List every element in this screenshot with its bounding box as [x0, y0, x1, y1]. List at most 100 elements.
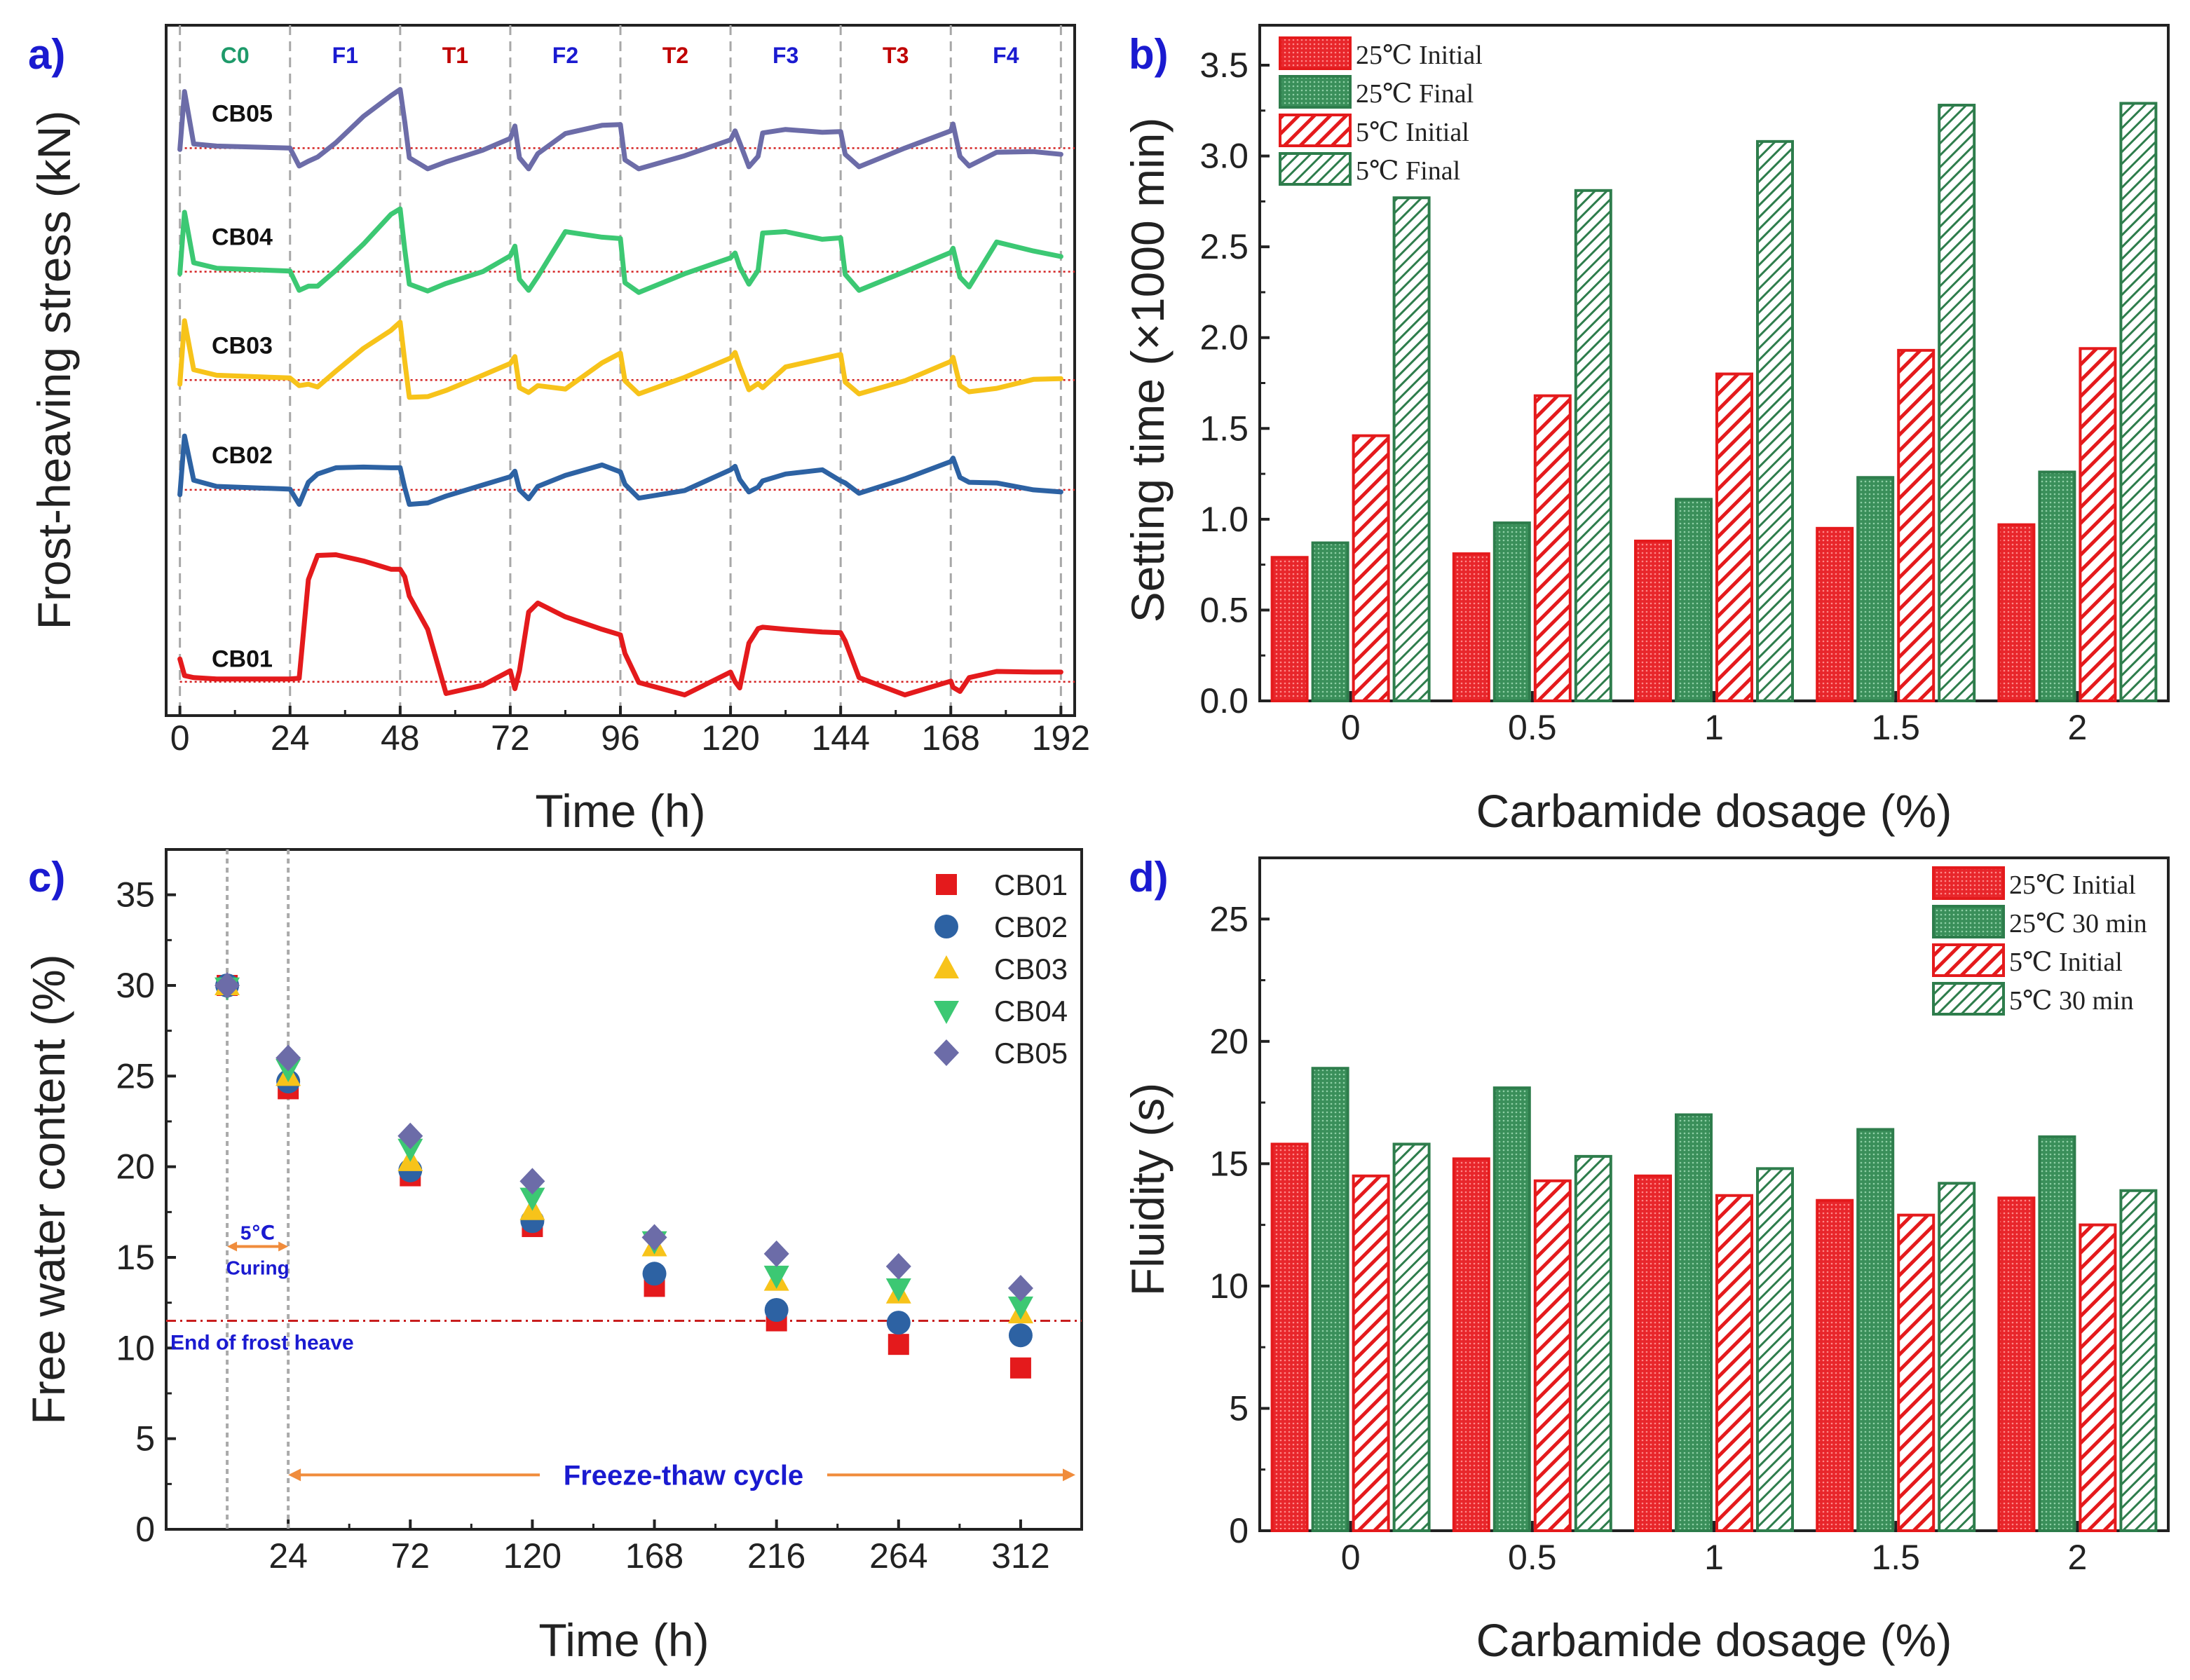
- bar: [1634, 1174, 1672, 1533]
- x-tick-label: 0.5: [1508, 708, 1557, 747]
- point-cb05: [397, 1122, 423, 1149]
- panel-a-baselines: [179, 147, 1075, 683]
- bar: [1675, 498, 1713, 703]
- bar: [2038, 1135, 2076, 1532]
- bar: [1856, 1128, 1895, 1533]
- point-cb05: [885, 1252, 911, 1280]
- legend-label: CB05: [994, 1037, 1068, 1070]
- panel-c-annotations: End of frost heave 5℃ Curing Freeze-thaw cy…: [166, 849, 1082, 1529]
- y-tick-label: 35: [116, 875, 155, 915]
- bar: [1675, 1113, 1713, 1532]
- y-tick-label: 5: [1229, 1388, 1249, 1428]
- panel-b-y-ticks: 0.0 0.5 1.0 1.5 2.0 2.5 3.0 3.5: [1199, 46, 1270, 721]
- bar: [2079, 347, 2117, 702]
- bar: [1756, 1167, 1794, 1532]
- series-line-cb05: [177, 87, 1063, 172]
- bar: [1634, 539, 1672, 702]
- bar: [2038, 470, 2076, 703]
- panel-c-points: [215, 972, 1033, 1379]
- x-tick-label: 48: [381, 718, 420, 758]
- y-tick-label: 10: [1209, 1266, 1249, 1306]
- series-line-cb01: [177, 552, 1063, 697]
- bar: [1270, 1142, 1309, 1533]
- x-tick-label: 2: [2067, 708, 2087, 747]
- panel-c-frame: [165, 848, 1083, 1531]
- x-tick-label: 0.5: [1508, 1538, 1557, 1577]
- point-cb05: [641, 1224, 667, 1251]
- end-of-frost-heave-label: End of frost heave: [170, 1332, 354, 1355]
- bar: [1392, 196, 1431, 702]
- curing-arrow-head-right: [278, 1241, 289, 1252]
- x-tick-label: 0: [170, 718, 190, 758]
- y-tick-label: 5: [135, 1419, 155, 1459]
- x-tick-label: 192: [1032, 718, 1090, 758]
- bar: [1997, 523, 2036, 702]
- x-tick-label: 1: [1704, 1538, 1724, 1577]
- series-label-cb02: CB02: [212, 442, 273, 469]
- phase-label: T2: [662, 43, 688, 68]
- point-cb02: [642, 1262, 667, 1286]
- panel-a-x-ticks: 0 24 48 72 96 120 144 168 192: [170, 706, 1090, 758]
- bar: [1897, 348, 1936, 702]
- x-tick-label: 168: [922, 718, 980, 758]
- panel-a-y-axis-title: Frost-heaving stress (kN): [28, 111, 80, 630]
- bar: [1997, 1196, 2036, 1532]
- phase-label: F4: [993, 43, 1019, 68]
- bar: [1452, 552, 1490, 703]
- point-cb05: [215, 972, 240, 999]
- x-tick-label: 2: [2067, 1538, 2087, 1577]
- bar: [1492, 521, 1531, 703]
- legend-swatch: [1279, 75, 1352, 109]
- bar: [1533, 394, 1572, 702]
- x-tick-label: 264: [869, 1536, 927, 1576]
- x-tick-label: 96: [601, 718, 640, 758]
- y-tick-label: 30: [116, 966, 155, 1005]
- point-cb04: [397, 1138, 423, 1162]
- panel-a-stress-chart: a) C0 F1 T1 F2 T2 F3 T3 F4 CB05 CB04 CB03 CB02 CB01…: [28, 24, 1090, 837]
- bar: [1352, 1174, 1390, 1533]
- point-cb05: [519, 1168, 545, 1195]
- bar: [1311, 1067, 1349, 1532]
- legend-swatch: [1932, 943, 2005, 977]
- panel-d-label: d): [1129, 854, 1169, 901]
- x-tick-label: 120: [701, 718, 759, 758]
- point-cb01: [1009, 1357, 1031, 1379]
- point-cb02: [764, 1298, 789, 1323]
- panel-d-x-ticks: 0 0.5 1 1.5 2: [1341, 1521, 2087, 1577]
- y-tick-label: 0: [1229, 1511, 1249, 1550]
- phase-label: F2: [552, 43, 578, 68]
- series-line-cb03: [177, 318, 1063, 400]
- point-cb05: [276, 1044, 301, 1072]
- legend-swatch: [1932, 905, 2005, 938]
- x-tick-label: 0: [1341, 1538, 1361, 1577]
- bar: [1816, 1198, 1854, 1533]
- legend-swatch: [1932, 982, 2005, 1016]
- bar: [1938, 104, 1976, 703]
- series-label-cb03: CB03: [212, 332, 273, 359]
- point-cb04: [885, 1278, 911, 1302]
- legend-label: CB04: [994, 995, 1068, 1027]
- y-tick-label: 15: [1209, 1144, 1249, 1183]
- curing-label: Curing: [226, 1257, 289, 1278]
- legend-swatch: [1279, 36, 1352, 70]
- point-cb04: [763, 1265, 789, 1289]
- point-cb04: [519, 1187, 545, 1211]
- legend-label: CB03: [994, 952, 1068, 985]
- curing-arrow-head-left: [227, 1241, 238, 1252]
- panel-b-y-axis-title: Setting time (×1000 min): [1122, 118, 1174, 623]
- phase-label: T3: [883, 43, 909, 68]
- freeze-thaw-arrow-head-left: [288, 1468, 301, 1482]
- legend-label: 5℃ Initial: [2009, 948, 2123, 977]
- legend-label: CB02: [994, 910, 1068, 943]
- x-tick-label: 24: [271, 718, 310, 758]
- bar: [1392, 1142, 1431, 1533]
- panel-c-y-ticks: 0 5 10 15 20 25 30 35: [116, 875, 176, 1549]
- y-tick-label: 0.0: [1199, 681, 1249, 721]
- panel-a-series-names: CB05 CB04 CB03 CB02 CB01: [212, 100, 273, 672]
- point-cb05: [1007, 1274, 1033, 1302]
- legend-swatch: [1279, 114, 1352, 147]
- panel-a-phase-labels: C0 F1 T1 F2 T2 F3 T3 F4: [221, 43, 1019, 68]
- bar: [1311, 541, 1349, 703]
- legend-swatch: [1279, 152, 1352, 186]
